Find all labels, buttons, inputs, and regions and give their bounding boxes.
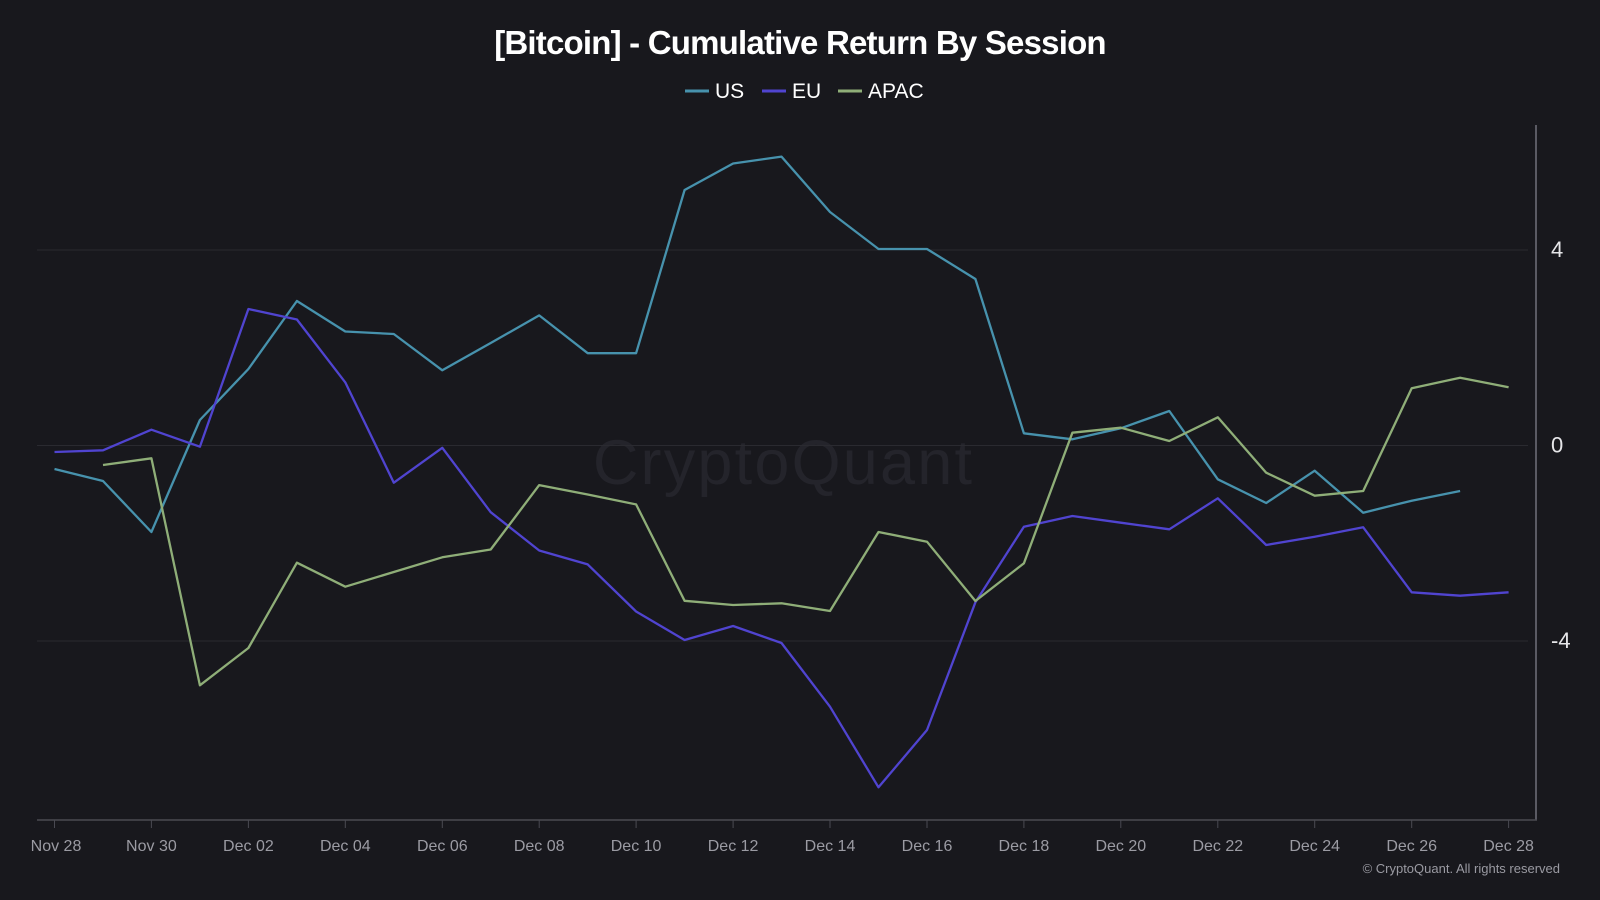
- svg-text:APAC: APAC: [868, 80, 924, 103]
- svg-text:Dec 04: Dec 04: [320, 838, 371, 855]
- svg-text:Dec 26: Dec 26: [1386, 838, 1437, 855]
- svg-text:Dec 14: Dec 14: [805, 838, 856, 855]
- svg-text:Dec 08: Dec 08: [514, 838, 565, 855]
- svg-text:US: US: [715, 80, 744, 103]
- svg-text:0: 0: [1551, 433, 1563, 458]
- svg-text:Dec 22: Dec 22: [1192, 838, 1243, 855]
- svg-text:Dec 20: Dec 20: [1095, 838, 1146, 855]
- svg-text:Dec 10: Dec 10: [611, 838, 662, 855]
- svg-text:Dec 18: Dec 18: [999, 838, 1050, 855]
- svg-text:Dec 12: Dec 12: [708, 838, 759, 855]
- svg-text:EU: EU: [792, 80, 821, 103]
- svg-text:4: 4: [1551, 237, 1563, 262]
- svg-text:Nov 30: Nov 30: [126, 838, 177, 855]
- svg-text:Dec 28: Dec 28: [1483, 838, 1534, 855]
- svg-text:Dec 06: Dec 06: [417, 838, 468, 855]
- svg-text:-4: -4: [1551, 628, 1571, 653]
- svg-text:Nov 28: Nov 28: [31, 838, 82, 855]
- svg-text:Dec 24: Dec 24: [1289, 838, 1340, 855]
- svg-text:Dec 02: Dec 02: [223, 838, 274, 855]
- svg-text:Dec 16: Dec 16: [902, 838, 953, 855]
